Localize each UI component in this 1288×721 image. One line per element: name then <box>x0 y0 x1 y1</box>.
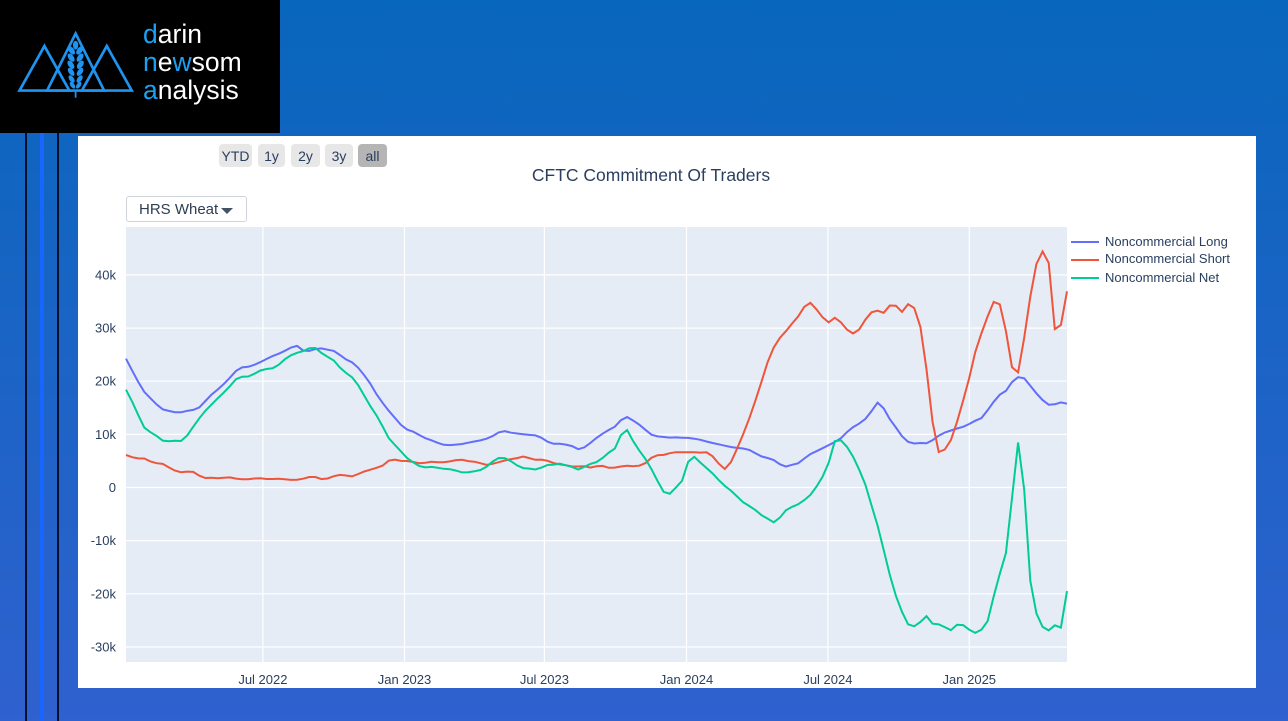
svg-text:40k: 40k <box>95 267 116 282</box>
svg-text:-30k: -30k <box>91 640 117 655</box>
svg-text:Jan 2023: Jan 2023 <box>378 672 432 687</box>
svg-text:Jul 2022: Jul 2022 <box>238 672 287 687</box>
svg-text:Jul 2023: Jul 2023 <box>520 672 569 687</box>
svg-text:10k: 10k <box>95 427 116 442</box>
svg-text:-10k: -10k <box>91 533 117 548</box>
svg-text:0: 0 <box>109 480 116 495</box>
svg-text:-20k: -20k <box>91 586 117 601</box>
svg-text:30k: 30k <box>95 321 116 336</box>
svg-text:Jan 2024: Jan 2024 <box>660 672 714 687</box>
svg-text:Jul 2024: Jul 2024 <box>803 672 852 687</box>
svg-text:20k: 20k <box>95 374 116 389</box>
svg-text:Jan 2025: Jan 2025 <box>943 672 997 687</box>
